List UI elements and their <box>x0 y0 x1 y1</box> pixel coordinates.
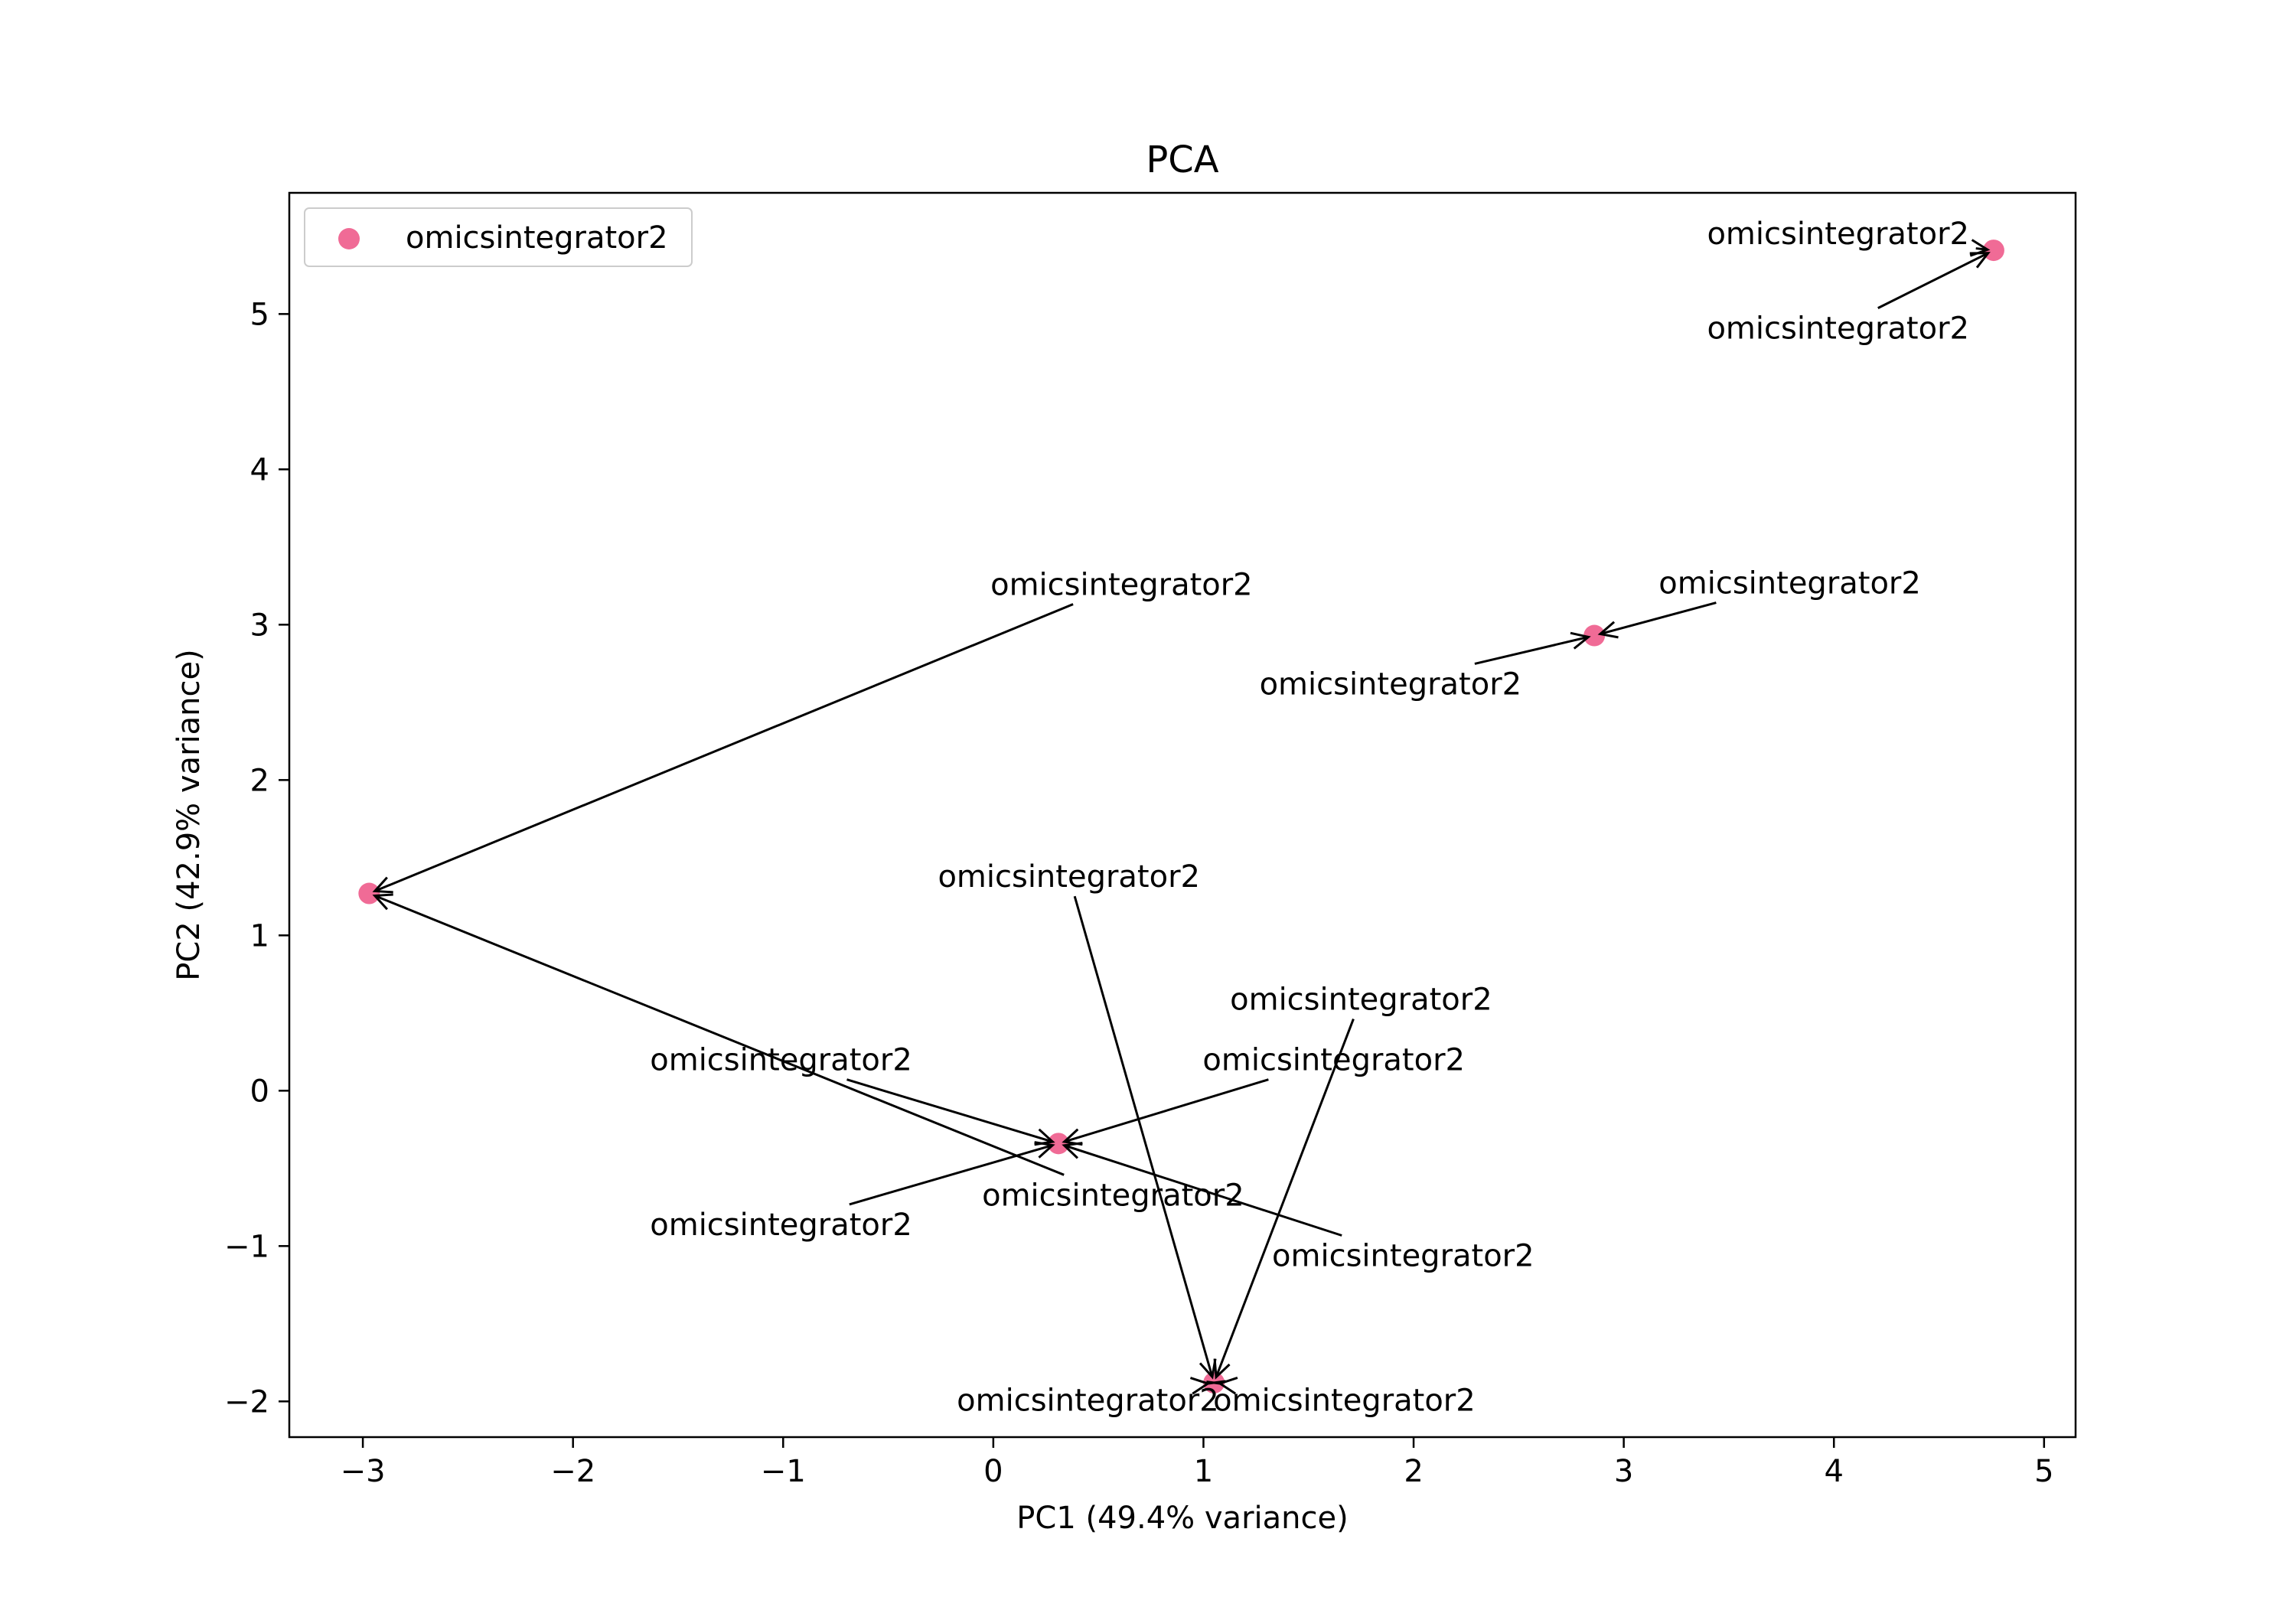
annotation-arrow-head <box>1062 1142 1083 1159</box>
data-point <box>358 882 380 905</box>
annotation-arrow-head <box>1969 252 1991 269</box>
annotation-label: omicsintegrator2 <box>957 1383 1219 1418</box>
x-tick-label: 1 <box>1194 1454 1213 1489</box>
annotation-label: omicsintegrator2 <box>1658 566 1921 601</box>
legend-label: omicsintegrator2 <box>406 220 668 256</box>
annotation: omicsintegrator2 <box>1597 566 1921 639</box>
x-tick-label: 3 <box>1614 1454 1633 1489</box>
annotation: omicsintegrator2 <box>372 893 1244 1213</box>
annotation-label: omicsintegrator2 <box>650 1043 912 1078</box>
legend-marker <box>338 228 360 249</box>
x-tick-label: 0 <box>983 1454 1003 1489</box>
x-tick-label: −1 <box>761 1454 806 1489</box>
annotation-arrow-line <box>1064 1144 1342 1237</box>
data-point <box>1583 624 1606 647</box>
annotation: omicsintegrator2 <box>1213 983 1492 1380</box>
annotation-arrow-head <box>1570 631 1591 650</box>
chart-title: PCA <box>1146 139 1218 181</box>
annotation-arrow-line <box>1877 252 1989 309</box>
x-axis-label: PC1 (49.4% variance) <box>1016 1501 1348 1536</box>
annotation: omicsintegrator2 <box>372 568 1253 894</box>
annotation-arrow-head <box>1597 621 1619 639</box>
legend-box <box>304 207 693 267</box>
annotation: omicsintegrator2 <box>938 859 1217 1380</box>
x-tick-label: 5 <box>2034 1454 2053 1489</box>
annotation-arrow-line <box>1215 1019 1355 1378</box>
plot-area: omicsintegrator2omicsintegrator2omicsint… <box>358 217 2004 1418</box>
annotation: omicsintegrator2 <box>650 1141 1055 1243</box>
annotation: omicsintegrator2 <box>1062 1142 1534 1273</box>
annotation-arrow-head <box>1217 1377 1238 1395</box>
annotation-label: omicsintegrator2 <box>1202 1043 1465 1078</box>
annotation-arrow-head <box>372 893 393 911</box>
y-tick-label: 3 <box>250 608 269 643</box>
data-point <box>1982 240 2004 262</box>
annotation-arrow-line <box>1073 895 1214 1377</box>
axis-ticks: −3 −2 −1 0 1 2 3 4 5 −2 −1 0 1 2 3 4 5 <box>224 297 2054 1489</box>
legend: omicsintegrator2 <box>304 207 693 267</box>
annotation-arrow-head <box>1034 1141 1055 1159</box>
annotation-label: omicsintegrator2 <box>1230 983 1492 1018</box>
annotation-label: omicsintegrator2 <box>650 1208 912 1243</box>
x-tick-label: −3 <box>341 1454 386 1489</box>
annotation-label: omicsintegrator2 <box>982 1178 1244 1213</box>
plot-frame <box>288 191 2077 1439</box>
annotation-label: omicsintegrator2 <box>1260 667 1522 702</box>
annotation: omicsintegrator2 <box>1707 217 1991 257</box>
annotation-arrow-line <box>1600 601 1717 635</box>
annotation-arrow-line <box>1474 635 1589 665</box>
annotation: omicsintegrator2 <box>1260 631 1591 702</box>
y-tick-label: −1 <box>224 1229 269 1264</box>
y-axis-label: PC2 (42.9% variance) <box>171 649 207 980</box>
y-tick-label: 1 <box>250 918 269 953</box>
annotation-label: omicsintegrator2 <box>1707 311 1969 347</box>
annotation: omicsintegrator2 <box>1206 1377 1476 1418</box>
annotation-arrow-head <box>372 876 393 894</box>
annotation-arrow-line <box>374 895 1065 1176</box>
y-tick-label: 4 <box>250 452 269 487</box>
x-tick-label: −2 <box>550 1454 595 1489</box>
x-tick-label: 4 <box>1824 1454 1843 1489</box>
x-tick-label: 2 <box>1404 1454 1423 1489</box>
y-tick-label: 2 <box>250 763 269 798</box>
annotation-label: omicsintegrator2 <box>1213 1383 1476 1418</box>
data-point <box>1047 1133 1069 1155</box>
y-tick-label: 0 <box>250 1074 269 1109</box>
annotation-arrow-line <box>846 1078 1053 1143</box>
annotation-arrow-line <box>849 1144 1053 1206</box>
annotation-arrow-head <box>1213 1358 1231 1380</box>
y-tick-label: 5 <box>250 297 269 332</box>
annotation-label: omicsintegrator2 <box>1707 217 1969 252</box>
y-tick-label: −2 <box>224 1384 269 1420</box>
annotation-arrow-head <box>1189 1377 1211 1395</box>
annotation-arrow-line <box>1064 1078 1269 1143</box>
annotation-arrow-line <box>374 603 1074 892</box>
annotation: omicsintegrator2 <box>1707 252 1991 347</box>
annotation: omicsintegrator2 <box>957 1377 1226 1418</box>
annotation: omicsintegrator2 <box>650 1043 1055 1146</box>
annotation: omicsintegrator2 <box>1062 1043 1465 1146</box>
annotation-label: omicsintegrator2 <box>1272 1238 1534 1273</box>
annotation-label: omicsintegrator2 <box>938 859 1200 895</box>
annotation-label: omicsintegrator2 <box>990 568 1253 603</box>
